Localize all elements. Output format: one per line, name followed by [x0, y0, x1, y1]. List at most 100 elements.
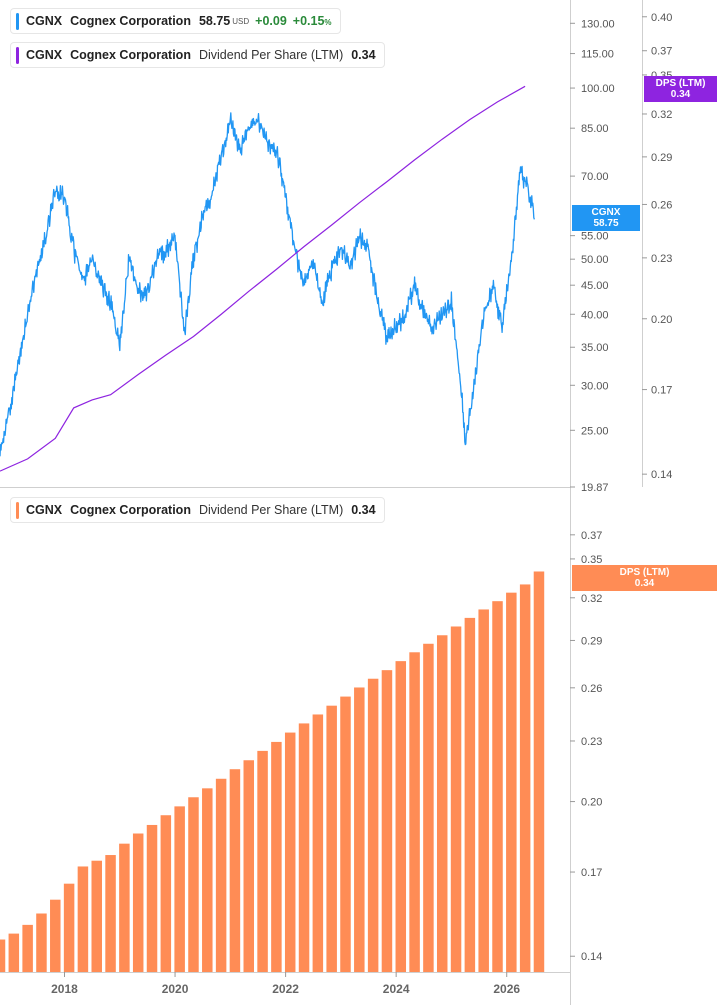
price-legend-change: +0.09: [255, 14, 287, 28]
dps-bar: [312, 714, 324, 972]
dps-bar: [202, 788, 213, 972]
dps-bottom-legend-value: 0.34: [351, 503, 376, 517]
dps-bar: [63, 883, 75, 972]
dps-bar: [284, 732, 296, 972]
dps-bar: [450, 626, 462, 972]
dps-bar: [119, 843, 130, 972]
dps-tick-label: 0.29: [651, 152, 672, 164]
dps-bar: [77, 866, 89, 972]
dps-bar: [506, 592, 517, 972]
price-tag: CGNX 58.75: [572, 205, 640, 231]
x-tick-label: 2020: [162, 982, 189, 996]
bar-tick-label: 0.26: [581, 683, 602, 695]
dps-bar: [22, 924, 33, 972]
dps-bar: [271, 741, 282, 972]
dps-tick-label: 0.23: [651, 253, 672, 265]
plot-lines: [0, 85, 536, 472]
dps-top-legend-value: 0.34: [351, 48, 376, 62]
dps-bar: [519, 584, 531, 972]
bar-tick-label: 0.29: [581, 635, 602, 647]
bar-tick-label: 0.14: [581, 951, 602, 963]
price-legend-change-pct: +0.15%: [292, 14, 332, 28]
dps-bar: [381, 670, 393, 972]
dps-bar: [326, 705, 337, 972]
dps-bar: [174, 806, 185, 972]
dps-bar: [395, 661, 407, 972]
dps-tick-label: 0.14: [651, 469, 672, 481]
dps-top-tag: DPS (LTM) 0.34: [644, 76, 717, 102]
price-tick-label: 25.00: [581, 425, 609, 437]
dps-top-legend[interactable]: CGNX Cognex Corporation Dividend Per Sha…: [10, 42, 385, 68]
dps-bar: [464, 617, 476, 972]
dps-bar: [229, 769, 241, 972]
x-tick-label: 2024: [383, 982, 410, 996]
dps-bottom-tag-value: 0.34: [634, 578, 655, 589]
dps-tick-label: 0.26: [651, 199, 672, 211]
dps-bar: [91, 860, 102, 972]
price-tag-symbol: CGNX: [591, 207, 621, 218]
dps-bar: [8, 933, 20, 972]
dps-bottom-legend-name: Cognex Corporation: [70, 503, 191, 517]
dps-bar: [367, 678, 379, 972]
price-tick-label: 100.00: [581, 83, 615, 95]
price-tick-label: 40.00: [581, 309, 609, 321]
dps-bar: [132, 833, 144, 972]
price-tick-label: 115.00: [581, 49, 614, 61]
dps-top-tag-value: 0.34: [670, 89, 691, 100]
dps-bar: [243, 760, 255, 972]
price-legend[interactable]: CGNX Cognex Corporation 58.75 USD +0.09 …: [10, 8, 341, 34]
price-tick-label: 19.87: [581, 482, 609, 494]
dps-bar: [340, 696, 351, 972]
dps-bar: [0, 939, 6, 972]
price-tick-label: 130.00: [581, 18, 615, 30]
axis-lines: [0, 0, 643, 1005]
dps-tick-label: 0.17: [651, 385, 672, 397]
bar-tick-label: 0.32: [581, 593, 602, 605]
bar-tick-label: 0.23: [581, 736, 602, 748]
dps-bar: [298, 723, 310, 972]
dps-bar: [409, 652, 420, 972]
dps-bars: [0, 571, 545, 972]
price-legend-currency: USD: [232, 16, 250, 26]
axis-ticks: 130.00 115.00 100.00 85.00 70.00 55.00 50.00 45…: [51, 12, 672, 996]
dps-top-tag-label: DPS (LTM): [655, 78, 706, 89]
dps-bar: [215, 778, 227, 972]
price-tick-label: 45.00: [581, 280, 609, 292]
dps-series-line: [0, 85, 526, 472]
dps-bar: [160, 815, 172, 972]
dps-bottom-legend[interactable]: CGNX Cognex Corporation Dividend Per Sha…: [10, 497, 385, 523]
dps-bar: [188, 797, 199, 972]
dps-bar: [492, 601, 503, 972]
dps-tick-label: 0.37: [651, 46, 672, 58]
x-tick-label: 2022: [272, 982, 299, 996]
dps-bottom-legend-symbol: CGNX: [26, 503, 63, 517]
dps-top-legend-name: Cognex Corporation: [70, 48, 191, 62]
price-tick-label: 55.00: [581, 231, 609, 243]
price-tick-label: 70.00: [581, 171, 609, 183]
dps-bar: [423, 643, 434, 972]
bar-tick-label: 0.17: [581, 867, 602, 879]
dps-bottom-tag-label: DPS (LTM): [619, 567, 670, 578]
price-legend-symbol: CGNX: [26, 14, 63, 28]
bar-tick-label: 0.37: [581, 530, 602, 542]
dps-tick-label: 0.32: [651, 109, 672, 121]
bar-tick-label: 0.35: [581, 554, 602, 566]
price-series-line: [0, 112, 536, 457]
dps-bottom-legend-swatch: [16, 501, 19, 519]
dps-bar: [436, 635, 448, 972]
dps-tick-label: 0.40: [651, 12, 672, 24]
dps-bottom-tag: DPS (LTM) 0.34: [572, 565, 717, 591]
price-tick-label: 30.00: [581, 380, 609, 392]
dps-top-legend-symbol: CGNX: [26, 48, 63, 62]
dps-bar: [50, 899, 61, 972]
price-tick-label: 35.00: [581, 342, 609, 354]
dps-tick-label: 0.20: [651, 314, 672, 326]
dps-top-legend-swatch: [16, 46, 19, 64]
dps-bar: [105, 855, 116, 972]
price-legend-name: Cognex Corporation: [70, 14, 191, 28]
dps-bar: [257, 750, 268, 972]
dps-bar: [478, 609, 489, 972]
price-legend-price: 58.75: [198, 14, 231, 28]
dps-bar: [146, 824, 158, 972]
